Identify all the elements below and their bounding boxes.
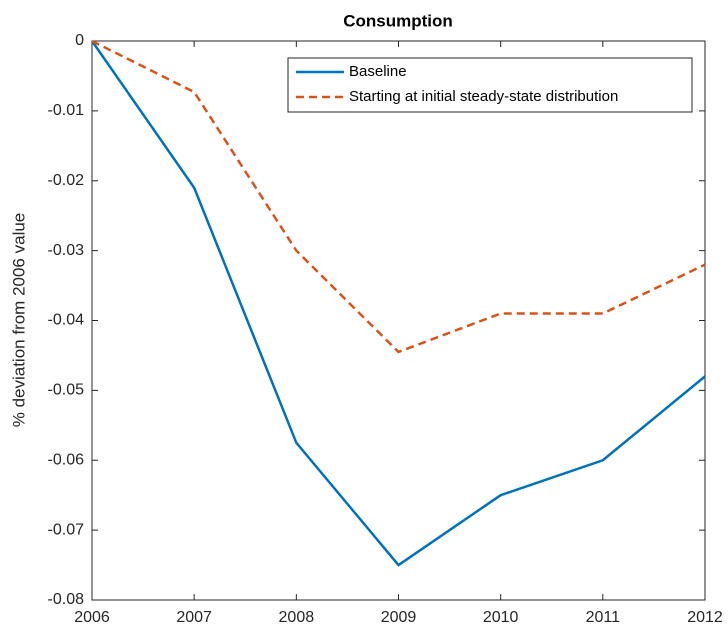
x-tick-label: 2009: [381, 609, 417, 626]
y-tick-label: -0.04: [48, 312, 85, 329]
data-line: [91, 39, 706, 354]
legend-label: Starting at initial steady-state distrib…: [349, 88, 618, 105]
x-tick-label: 2006: [74, 609, 110, 626]
x-tick-label: 2011: [586, 609, 621, 626]
x-tick-label: 2008: [279, 609, 315, 626]
y-tick-label: -0.08: [48, 591, 85, 608]
x-tick-label: 2012: [687, 609, 723, 626]
x-tick-label: 2007: [176, 609, 212, 626]
data-line: [90, 40, 706, 567]
x-tick-label: 2010: [483, 609, 519, 626]
y-tick-label: 0: [75, 32, 84, 49]
legend-label: Baseline: [349, 63, 407, 80]
y-tick-label: -0.07: [48, 521, 85, 538]
y-tick-label: -0.06: [48, 451, 85, 468]
y-tick-label: -0.02: [48, 172, 85, 189]
plot-frame: [91, 40, 706, 601]
chart-title: Consumption: [343, 11, 453, 30]
y-tick-label: -0.03: [48, 242, 85, 259]
y-tick-label: -0.01: [48, 102, 85, 119]
y-axis-label: % deviation from 2006 value: [9, 213, 28, 428]
y-tick-label: -0.05: [48, 382, 85, 399]
legend-box: [287, 57, 693, 113]
